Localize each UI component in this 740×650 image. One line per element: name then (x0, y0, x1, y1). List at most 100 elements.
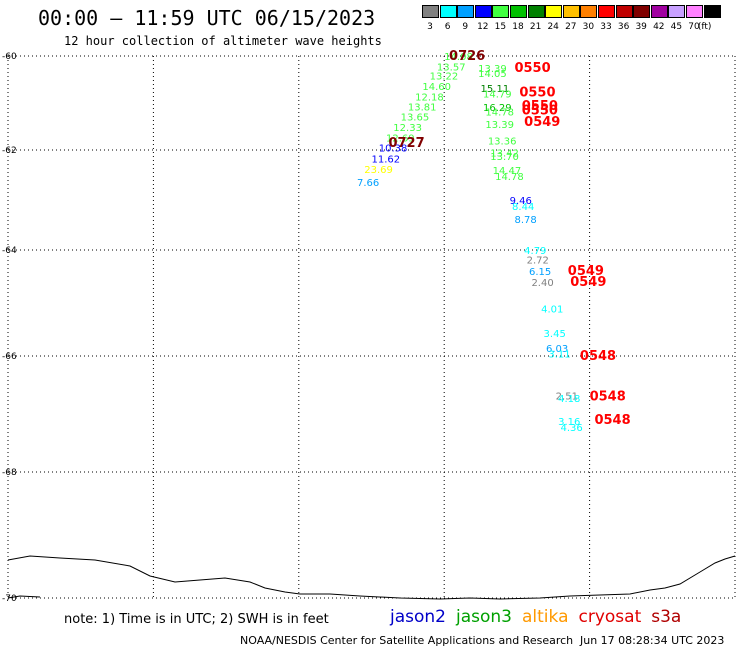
wave-height-label: 14.60 (422, 82, 451, 93)
legend-label: 45 (670, 22, 683, 32)
legend-unit: (ft) (697, 22, 712, 32)
wave-height-label: 13.39 (485, 120, 514, 131)
wave-height-label: 2.40 (531, 278, 553, 289)
wave-height-label: 14.78 (485, 107, 514, 118)
wave-height-label: 13.39 (478, 64, 507, 75)
wave-height-label: 2.51 (556, 391, 578, 402)
lat-tick-label: -62 (2, 146, 17, 156)
pass-time-label: 0726 (449, 49, 485, 64)
pass-time-label: 0727 (388, 136, 424, 151)
legend-swatch (422, 5, 439, 18)
legend-swatch (580, 5, 598, 18)
wave-height-label: 13.22 (430, 72, 459, 83)
wave-height-label: 6.03 (546, 344, 568, 355)
legend-swatch (527, 5, 545, 18)
wave-height-label: 13.65 (401, 113, 430, 124)
wave-height-label: 11.62 (372, 155, 401, 166)
wave-height-label: 6.15 (529, 267, 551, 278)
legend-label: 70 (688, 22, 700, 32)
legend-label: 24 (547, 22, 559, 32)
pass-time-label: 0549 (524, 115, 560, 130)
legend-swatch (492, 5, 510, 18)
pass-time-label: 0548 (594, 413, 630, 428)
wave-height-label: 7.66 (357, 178, 379, 189)
legend-label: 3 (427, 22, 433, 32)
legend-label: 42 (653, 22, 665, 32)
pass-time-label: 0550 (519, 86, 555, 101)
footer-credit: NOAA/NESDIS Center for Satellite Applica… (240, 634, 574, 647)
wave-height-map: 14.0813.5713.2214.6012.1813.8113.6512.33… (2, 49, 736, 604)
legend-swatch (598, 5, 615, 18)
legend-label: 39 (635, 22, 647, 32)
time-labels: 0726072705500550055005500549054905490548… (388, 49, 630, 428)
pass-time-label: 0549 (568, 264, 604, 279)
legend-swatch (703, 5, 721, 18)
satellite-name: altika (522, 607, 569, 627)
legend-label: 30 (582, 22, 595, 32)
legend-label: 12 (477, 22, 489, 32)
satellite-name: s3a (651, 607, 682, 627)
wave-height-label: 23.69 (364, 165, 393, 176)
satellite-name: jason3 (456, 607, 512, 627)
lat-tick-label: -66 (2, 352, 17, 362)
wave-height-label: 9.46 (510, 196, 532, 207)
page-subtitle: 12 hour collection of altimeter wave hei… (64, 34, 382, 48)
wave-height-label: 4.36 (561, 423, 583, 434)
coastline (7, 555, 736, 600)
footer-note: note: 1) Time is in UTC; 2) SWH is in fe… (64, 612, 329, 627)
track-labels: 14.0813.5713.2214.6012.1813.8113.6512.33… (357, 52, 583, 434)
wave-height-label: 14.05 (478, 69, 507, 80)
map-grid (7, 55, 736, 600)
footer-timestamp: Jun 17 08:28:34 UTC 2023 (580, 634, 725, 647)
legend-label: 27 (565, 22, 577, 32)
wave-height-label: 14.78 (495, 172, 524, 183)
pass-time-label: 0550 (522, 104, 558, 119)
wave-height-label: 13.70 (490, 152, 519, 163)
lat-tick-label: -68 (2, 468, 17, 478)
pass-time-label: 0550 (514, 61, 550, 76)
wave-height-label: 4.01 (541, 304, 563, 315)
wave-height-label: 16.29 (483, 103, 512, 114)
legend-swatch (633, 5, 651, 18)
wave-height-label: 14.79 (483, 90, 512, 101)
satellite-legend: jason2 jason3 altika cryosat s3a (390, 607, 691, 627)
wave-height-label: 4.79 (524, 246, 546, 257)
wave-height-label: 13.36 (488, 137, 517, 148)
lat-tick-label: -60 (2, 52, 17, 62)
legend-swatch (562, 5, 580, 18)
legend-label: 33 (600, 22, 612, 32)
wave-height-label: 14.08 (444, 52, 473, 63)
pass-time-label: 0548 (580, 349, 616, 364)
wave-height-label: 12.18 (415, 92, 444, 103)
legend-swatch (650, 5, 668, 18)
wave-height-label: 12.69 (386, 133, 415, 144)
wave-height-label: 3.16 (558, 417, 580, 428)
wave-height-label: 2.72 (527, 256, 549, 267)
wave-height-label: 3.11 (548, 349, 570, 360)
pass-time-label: 0549 (570, 275, 606, 290)
legend-swatch (686, 5, 703, 18)
wave-height-label: 14.47 (493, 166, 522, 177)
wave-height-label: 15.11 (481, 84, 510, 95)
satellite-name: jason2 (390, 607, 446, 627)
wave-height-label: 8.44 (512, 202, 534, 213)
legend-swatch (439, 5, 457, 18)
legend-label: 21 (529, 22, 542, 32)
lat-tick-label: -70 (2, 594, 17, 604)
wave-height-label: 4.18 (558, 394, 580, 405)
pass-time-label: 0550 (522, 99, 558, 114)
legend-label: 36 (617, 22, 630, 32)
legend-swatch (615, 5, 633, 18)
page-title: 00:00 – 11:59 UTC 06/15/2023 (38, 6, 376, 30)
wave-height-label: 13.57 (437, 62, 466, 73)
wave-height-label: 10.38 (379, 144, 408, 155)
legend-swatch (668, 5, 686, 18)
legend-swatch (474, 5, 492, 18)
wave-height-label: 3.45 (544, 329, 566, 340)
legend-label: 15 (494, 22, 507, 32)
satellite-name: cryosat (578, 607, 642, 627)
legend-label: 18 (512, 22, 524, 32)
legend-swatch (510, 5, 527, 18)
legend-swatch (457, 5, 475, 18)
